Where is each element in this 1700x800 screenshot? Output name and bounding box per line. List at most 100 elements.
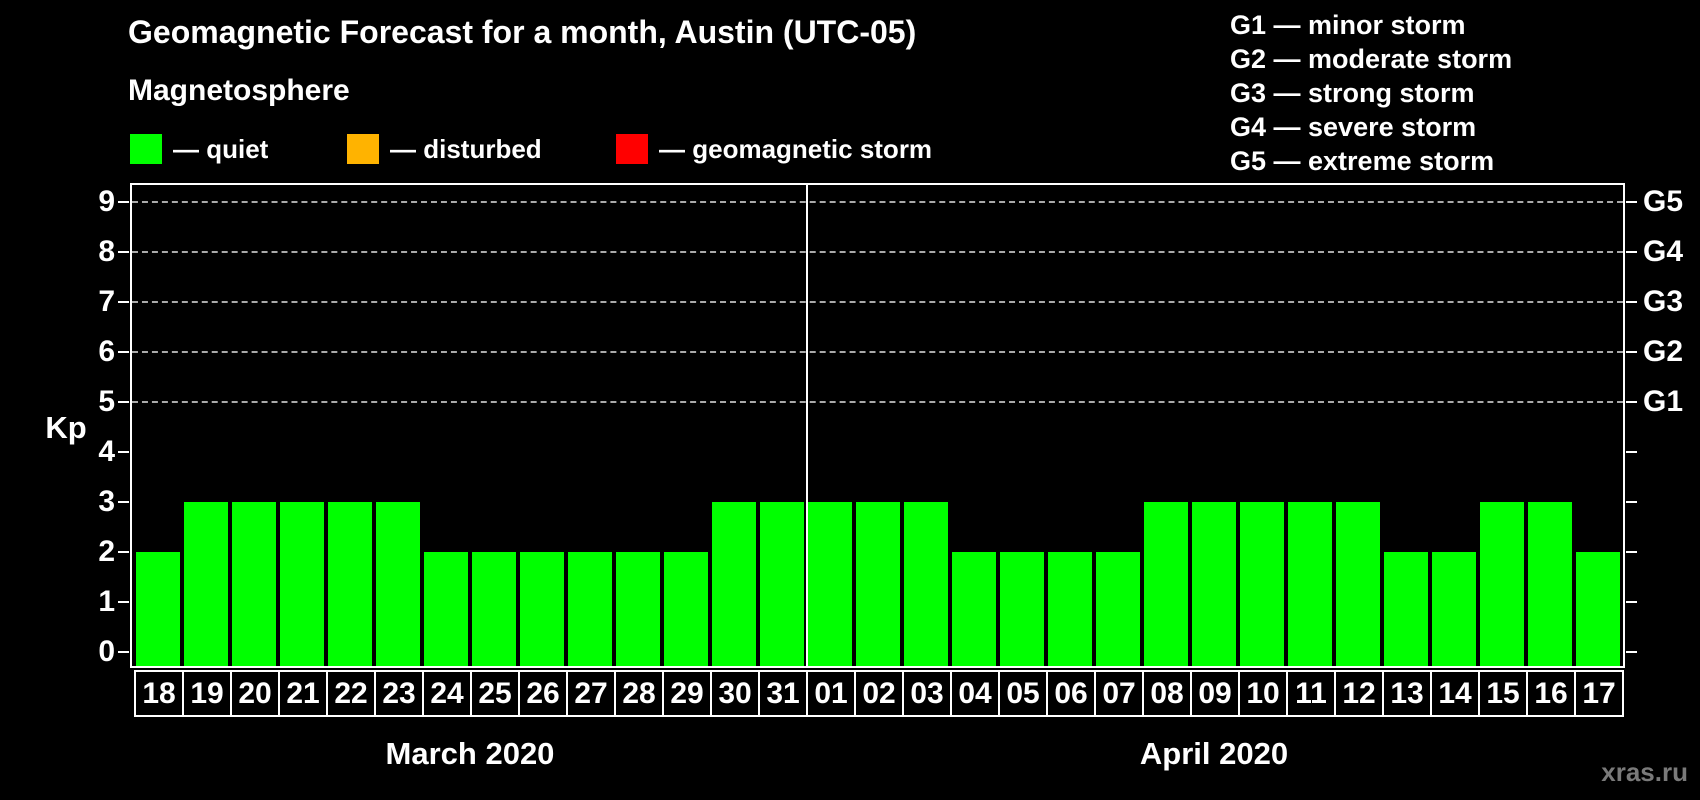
- g-scale-label-g5: G5: [1643, 185, 1684, 218]
- day-label-18: 18: [134, 670, 184, 717]
- day-label-05: 05: [998, 670, 1048, 717]
- y-axis-tick-right: [1626, 551, 1637, 553]
- day-label-04: 04: [950, 670, 1000, 717]
- day-label-13: 13: [1382, 670, 1432, 717]
- kp-bar-day-15: [1480, 502, 1524, 666]
- y-axis-tick-right: [1626, 251, 1637, 253]
- y-axis-tick-left: [118, 551, 129, 553]
- storm-legend-item-g2: G2 — moderate storm: [1230, 44, 1513, 74]
- day-label-31: 31: [758, 670, 808, 717]
- day-label-09: 09: [1190, 670, 1240, 717]
- kp-bar-day-25: [472, 552, 516, 666]
- day-label-27: 27: [566, 670, 616, 717]
- month-label-april-2020: April 2020: [1139, 736, 1289, 771]
- legend-item-label: — quiet: [173, 133, 269, 164]
- kp-bar-day-20: [232, 502, 276, 666]
- kp-bar-day-12: [1336, 502, 1380, 666]
- day-label-21: 21: [278, 670, 328, 717]
- kp-bar-day-28: [616, 552, 660, 666]
- y-axis-tick-right: [1626, 651, 1637, 653]
- y-axis-tick-label: 0: [98, 635, 115, 668]
- y-axis-tick-left: [118, 301, 129, 303]
- y-axis-tick-label: 1: [98, 585, 115, 618]
- legend-item-quiet: — quiet: [130, 132, 268, 166]
- legend-item-label: — disturbed: [390, 133, 542, 164]
- quiet-swatch: [130, 134, 162, 164]
- y-axis-tick-right: [1626, 601, 1637, 603]
- y-axis-tick-left: [118, 351, 129, 353]
- day-label-17: 17: [1574, 670, 1624, 717]
- y-axis-tick-right: [1626, 401, 1637, 403]
- kp-bar-day-10: [1240, 502, 1284, 666]
- kp-bar-day-21: [280, 502, 324, 666]
- kp-gridline-7: [132, 301, 1623, 303]
- y-axis-tick-left: [118, 501, 129, 503]
- y-axis-tick-left: [118, 201, 129, 203]
- y-axis-tick-label: 5: [98, 385, 115, 418]
- geomagnetic-storm-swatch: [616, 134, 648, 164]
- legend-item-disturbed: — disturbed: [347, 132, 542, 166]
- disturbed-swatch: [347, 134, 379, 164]
- legend-item-geomagnetic-storm: — geomagnetic storm: [616, 132, 932, 166]
- kp-bar-day-16: [1528, 502, 1572, 666]
- storm-legend-item-g3: G3 — strong storm: [1230, 78, 1475, 108]
- kp-bar-day-13: [1384, 552, 1428, 666]
- day-label-20: 20: [230, 670, 280, 717]
- day-label-03: 03: [902, 670, 952, 717]
- storm-legend-item-g1: G1 — minor storm: [1230, 10, 1466, 40]
- kp-bar-day-08: [1144, 502, 1188, 666]
- day-label-06: 06: [1046, 670, 1096, 717]
- y-axis-tick-right: [1626, 201, 1637, 203]
- kp-gridline-6: [132, 351, 1623, 353]
- kp-bar-day-04: [952, 552, 996, 666]
- day-label-02: 02: [854, 670, 904, 717]
- kp-bar-day-06: [1048, 552, 1092, 666]
- g-scale-label-g4: G4: [1643, 235, 1684, 268]
- y-axis-tick-right: [1626, 301, 1637, 303]
- kp-bar-day-29: [664, 552, 708, 666]
- g-scale-label-g2: G2: [1643, 335, 1684, 368]
- magnetosphere-legend: — quiet — disturbed — geomagnetic storm: [0, 132, 1700, 166]
- day-label-14: 14: [1430, 670, 1480, 717]
- y-axis-tick-label: 9: [98, 185, 115, 218]
- kp-bar-day-27: [568, 552, 612, 666]
- kp-bar-day-14: [1432, 552, 1476, 666]
- storm-scale-legend: G1 — minor storm G2 — moderate storm G3 — …: [1230, 8, 1512, 178]
- day-label-22: 22: [326, 670, 376, 717]
- storm-legend-item-g4: G4 — severe storm: [1230, 112, 1477, 142]
- y-axis-tick-label: 8: [98, 235, 115, 268]
- kp-gridline-5: [132, 401, 1623, 403]
- watermark: xras.ru: [1601, 757, 1688, 787]
- kp-bar-day-09: [1192, 502, 1236, 666]
- day-label-23: 23: [374, 670, 424, 717]
- month-label-march-2020: March 2020: [385, 736, 555, 771]
- kp-bar-day-07: [1096, 552, 1140, 666]
- day-label-16: 16: [1526, 670, 1576, 717]
- kp-bar-day-31: [760, 502, 804, 666]
- kp-bar-day-24: [424, 552, 468, 666]
- day-label-24: 24: [422, 670, 472, 717]
- day-label-01: 01: [806, 670, 856, 717]
- month-separator-line: [806, 185, 808, 666]
- y-axis-tick-label: 3: [98, 485, 115, 518]
- y-axis-tick-right: [1626, 451, 1637, 453]
- kp-bar-day-23: [376, 502, 420, 666]
- y-axis-label: Kp: [45, 410, 87, 445]
- y-axis-tick-label: 7: [98, 285, 115, 318]
- kp-bar-day-11: [1288, 502, 1332, 666]
- kp-bar-day-05: [1000, 552, 1044, 666]
- y-axis-tick-left: [118, 651, 129, 653]
- magnetosphere-legend-heading: Magnetosphere: [128, 74, 350, 107]
- day-label-28: 28: [614, 670, 664, 717]
- day-label-30: 30: [710, 670, 760, 717]
- kp-bar-day-01: [808, 502, 852, 666]
- day-label-19: 19: [182, 670, 232, 717]
- g-scale-label-g1: G1: [1643, 385, 1684, 418]
- day-label-29: 29: [662, 670, 712, 717]
- day-label-25: 25: [470, 670, 520, 717]
- kp-bar-day-26: [520, 552, 564, 666]
- y-axis-tick-label: 4: [98, 435, 115, 468]
- chart-title: Geomagnetic Forecast for a month, Austin…: [128, 14, 917, 50]
- kp-gridline-9: [132, 201, 1623, 203]
